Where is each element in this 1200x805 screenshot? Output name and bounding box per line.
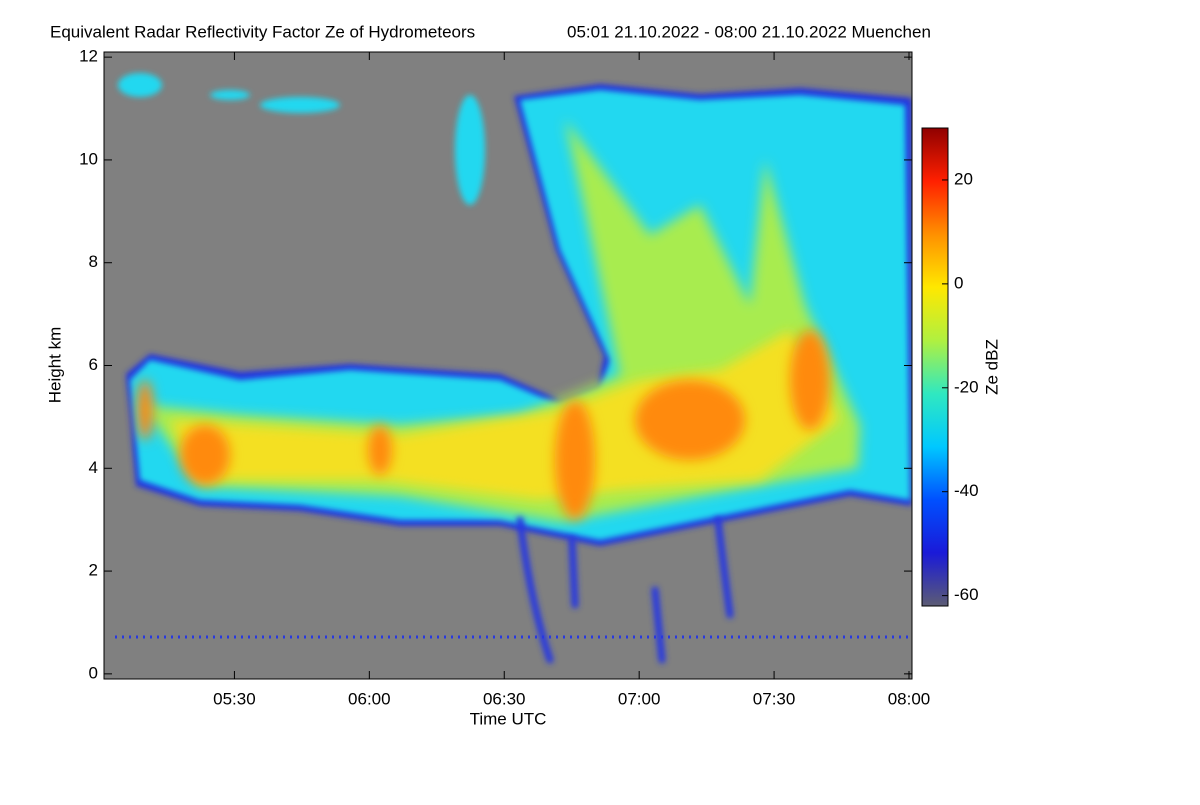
chart-title: Equivalent Radar Reflectivity Factor Ze … — [50, 22, 475, 41]
colorbar-label: Ze dBZ — [982, 339, 1001, 395]
colorbar-tick-label: 0 — [954, 273, 963, 292]
colorbar-tick-label: -20 — [954, 377, 979, 396]
x-tick-label: 05:30 — [213, 689, 256, 708]
echo-cores — [137, 330, 830, 520]
colorbar-tick-label: 20 — [954, 169, 973, 188]
x-tick-label: 06:30 — [483, 689, 526, 708]
x-tick-label: 06:00 — [348, 689, 391, 708]
colorbar-tick-label: -40 — [954, 481, 979, 500]
y-tick-label: 8 — [89, 252, 98, 271]
x-tick-label: 07:00 — [618, 689, 661, 708]
y-tick-label: 10 — [79, 149, 98, 168]
y-tick-label: 12 — [79, 47, 98, 66]
chart-subtitle: 05:01 21.10.2022 - 08:00 21.10.2022 Muen… — [567, 22, 931, 41]
fall-streaks — [516, 516, 734, 664]
x-tick-label: 08:00 — [888, 689, 931, 708]
echo-cirrus — [118, 73, 485, 205]
echo-field — [115, 73, 912, 664]
colorbar-frame — [921, 127, 949, 607]
y-tick-label: 0 — [89, 663, 98, 682]
y-axis-label: Height km — [45, 327, 64, 404]
colorbar-tick-label: -60 — [954, 585, 979, 604]
y-tick-label: 6 — [89, 355, 98, 374]
y-tick-label: 2 — [89, 561, 98, 580]
x-tick-label: 07:30 — [753, 689, 796, 708]
colorbar — [922, 128, 948, 606]
y-tick-label: 4 — [89, 458, 98, 477]
x-axis-label: Time UTC — [470, 709, 547, 728]
